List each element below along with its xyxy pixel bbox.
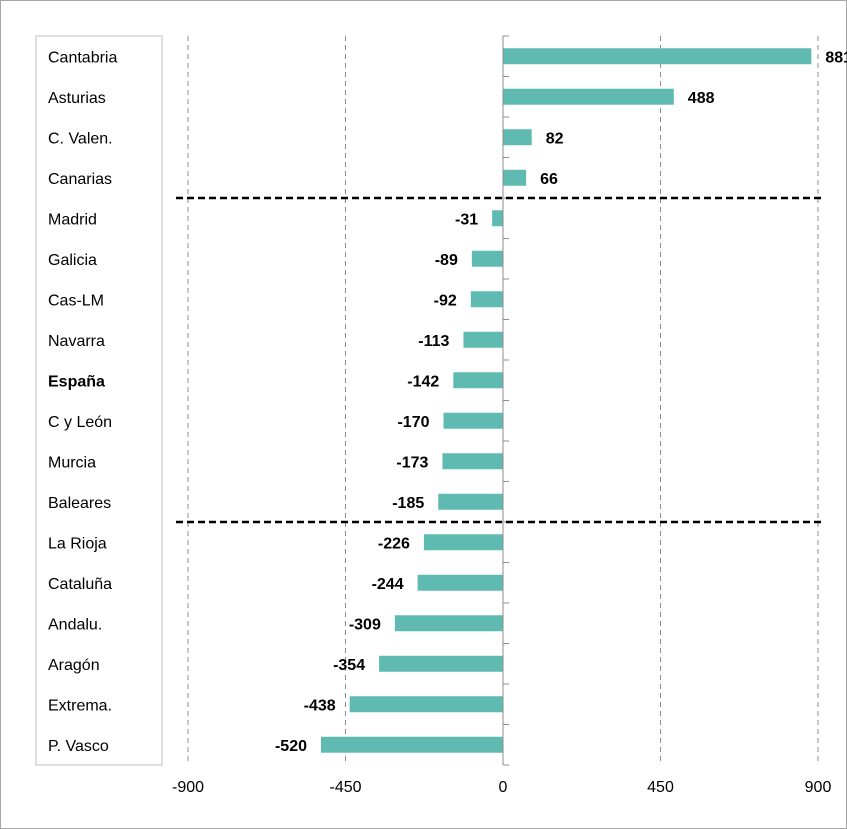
data-label-galicia: -89 [435,252,458,269]
gridlines [187,36,819,765]
bar-cas-lm [470,291,503,308]
data-label-extrema: -438 [304,697,336,714]
x-tick-label: -450 [329,779,361,796]
bar-baleares [438,493,503,510]
bar-andalu [394,615,503,632]
category-label-madrid: Madrid [48,211,97,228]
category-label-c-valen: C. Valen. [48,130,113,147]
data-label-murcia: -173 [396,454,428,471]
category-label-la-rioja: La Rioja [48,535,107,552]
category-label-aragon: Aragón [48,657,100,674]
bar-la-rioja [423,534,503,551]
bar-cantabria [503,48,812,65]
data-label-canarias: 66 [540,171,558,188]
bar-espana [453,372,503,389]
x-tick-labels: -900 -450 0 450 900 [172,779,831,796]
category-label-extrema: Extrema. [48,697,112,714]
category-label-andalu: Andalu. [48,616,102,633]
data-label-madrid: -31 [455,211,478,228]
category-label-galicia: Galicia [48,252,97,269]
category-label-navarra: Navarra [48,333,105,350]
category-label-canarias: Canarias [48,171,112,188]
bar-c-valen [503,129,532,146]
bar-aragon [379,655,503,672]
data-label-aragon: -354 [333,657,365,674]
category-label-c-y-leon: C y León [48,414,112,431]
bar-galicia [471,250,503,267]
category-label-murcia: Murcia [48,454,96,471]
category-label-box [35,35,163,766]
bar-murcia [442,453,503,470]
data-label-c-y-leon: -170 [397,414,429,431]
bar-navarra [463,331,503,348]
x-tick-label: 900 [805,779,832,796]
data-label-andalu: -309 [349,616,381,633]
bar-canarias [503,169,527,186]
category-label-cantabria: Cantabria [48,49,117,66]
bar-madrid [492,210,503,227]
bar-p-vasco [321,736,503,753]
category-label-espana: España [48,373,105,390]
zero-axis [502,35,509,766]
data-label-asturias: 488 [688,90,715,107]
bar-extrema [349,696,503,713]
data-label-c-valen: 82 [546,130,564,147]
data-labels: 881 488 82 66 -31 -89 -92 -113 -142 -170 -173 -185 -… [275,49,847,755]
category-label-cataluna: Cataluña [48,576,112,593]
x-tick-label: -900 [172,779,204,796]
category-label-baleares: Baleares [48,495,111,512]
data-label-baleares: -185 [392,495,424,512]
bar-asturias [503,88,674,105]
group-separators [176,196,822,524]
x-tick-label: 450 [647,779,674,796]
data-label-cataluna: -244 [372,576,404,593]
data-label-cantabria: 881 [825,49,847,66]
category-label-p-vasco: P. Vasco [48,738,109,755]
data-label-navarra: -113 [418,333,449,350]
x-tick-label: 0 [499,779,508,796]
bar-cataluna [417,574,503,591]
data-label-p-vasco: -520 [275,738,307,755]
category-labels: Cantabria Asturias C. Valen. Canarias Madrid… [48,49,117,755]
bars [321,48,812,753]
data-label-la-rioja: -226 [378,535,410,552]
category-label-cas-lm: Cas-LM [48,292,104,309]
category-label-asturias: Asturias [48,90,106,107]
bar-c-y-leon [443,412,503,429]
data-label-cas-lm: -92 [434,292,457,309]
data-label-espana: -142 [407,373,439,390]
